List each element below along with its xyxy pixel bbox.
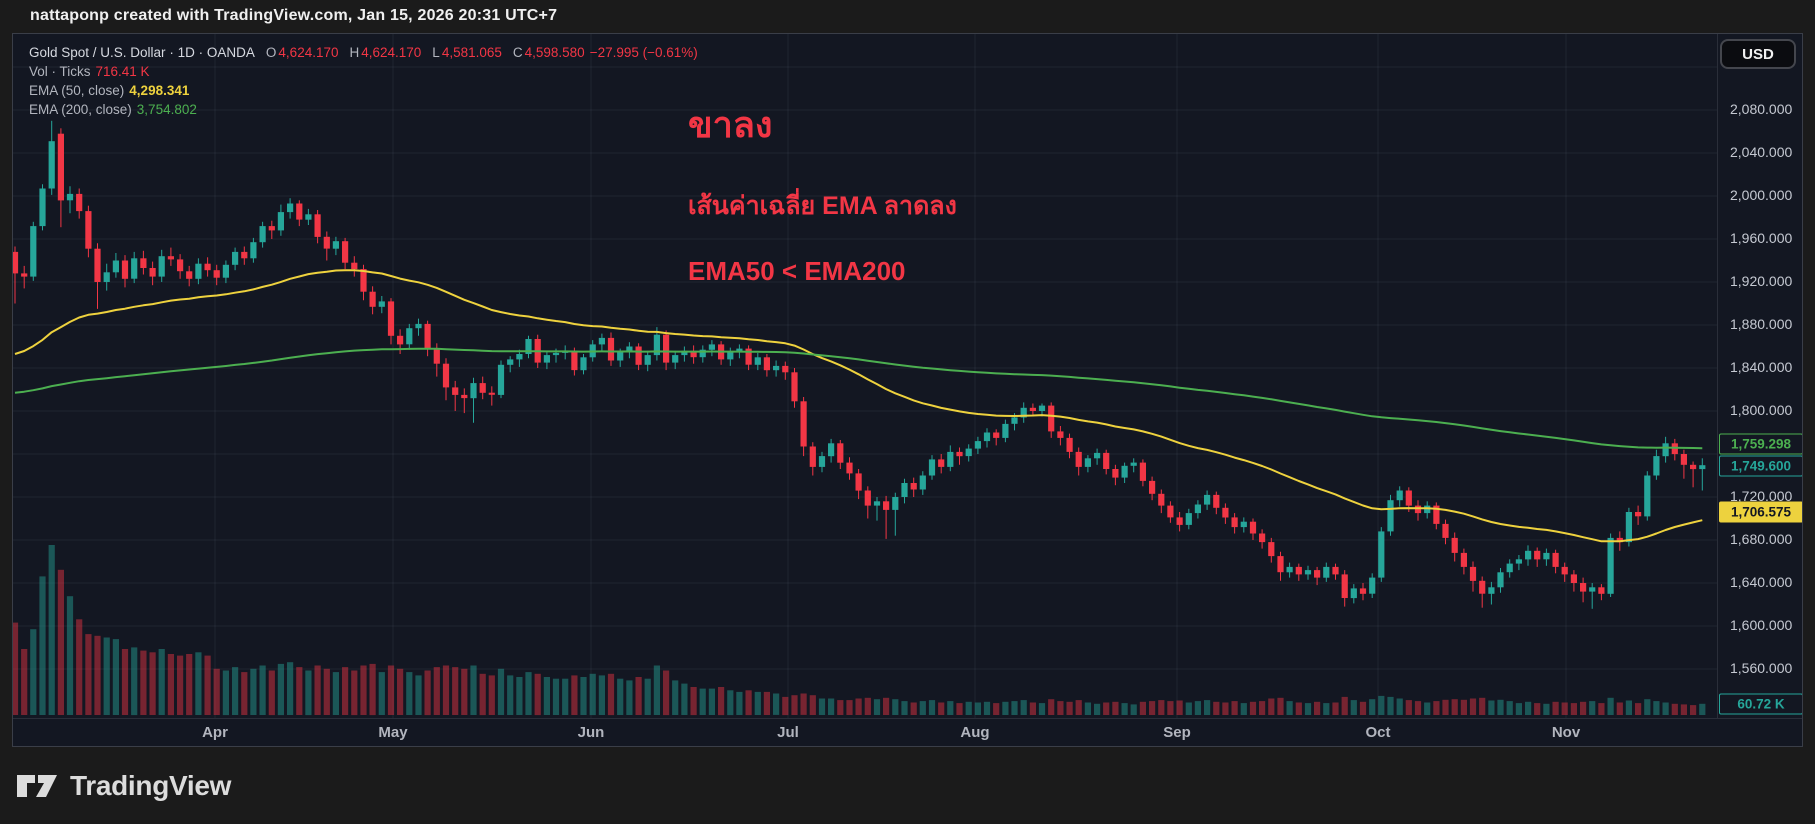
time-axis-label-jul: Jul	[777, 724, 799, 741]
price-chart-canvas[interactable]	[13, 34, 1802, 746]
ohlc-low: L 4,581.065	[432, 45, 502, 60]
price-axis-label: 1,720.000	[1730, 488, 1793, 504]
price-axis-label: 1,840.000	[1730, 359, 1793, 375]
price-axis-label: 2,040.000	[1730, 144, 1793, 160]
time-axis-label-oct: Oct	[1365, 724, 1391, 741]
price-axis-label: 2,080.000	[1730, 101, 1793, 117]
ema50-price-tag: 1,706.575	[1719, 501, 1802, 523]
time-axis-label-aug: Aug	[960, 724, 990, 741]
ohlc-open: O 4,624.170	[265, 45, 339, 60]
time-axis-label-nov: Nov	[1551, 724, 1581, 741]
tradingview-logo[interactable]: TradingView	[16, 770, 231, 802]
time-axis-label-jun: Jun	[577, 724, 605, 741]
chart-area[interactable]: 2,080.000 2,040.000 2,000.000 1,960.000 1,92…	[13, 34, 1802, 746]
legend-ema50-row[interactable]: EMA (50, close) 4,298.341	[29, 81, 698, 100]
legend-symbol-row[interactable]: Gold Spot / U.S. Dollar · 1D · OANDA O 4,…	[29, 43, 698, 62]
time-axis-label-may: May	[378, 724, 408, 741]
price-axis-label: 1,800.000	[1730, 402, 1793, 418]
ema50-value: 4,298.341	[129, 83, 190, 98]
time-axis-border	[13, 718, 1802, 719]
tradingview-logo-icon	[17, 775, 57, 797]
price-axis-label: 1,880.000	[1730, 316, 1793, 332]
last-price-tag: 1,749.600	[1719, 455, 1802, 477]
symbol-title: Gold Spot / U.S. Dollar · 1D · OANDA	[29, 45, 255, 60]
chart-legend: Gold Spot / U.S. Dollar · 1D · OANDA O 4,…	[29, 43, 698, 119]
ema200-value: 3,754.802	[136, 102, 197, 117]
text-drawing-3[interactable]: EMA50 < EMA200	[688, 256, 906, 286]
time-axis-label-sep: Sep	[1163, 724, 1191, 741]
ohlc-close: C 4,598.580	[512, 45, 585, 60]
change-value: −27.995 (−0.61%)	[589, 45, 698, 60]
attribution-text: nattaponp created with TradingView.com, …	[30, 7, 558, 24]
price-axis-label: 2,000.000	[1730, 187, 1793, 203]
timeframe-label: 1D	[177, 45, 195, 60]
ema50-label: EMA (50, close)	[29, 83, 125, 98]
exchange-label: OANDA	[206, 45, 255, 60]
legend-volume-row[interactable]: Vol · Ticks 716.41 K	[29, 62, 698, 81]
ohlc-high: H 4,624.170	[349, 45, 422, 60]
currency-toggle-button[interactable]: USD	[1720, 39, 1796, 69]
legend-ema200-row[interactable]: EMA (200, close) 3,754.802	[29, 100, 698, 119]
price-axis-label: 1,600.000	[1730, 617, 1793, 633]
price-axis-label: 1,560.000	[1730, 660, 1793, 676]
volume-label: Vol · Ticks	[29, 64, 91, 79]
price-axis-label: 1,920.000	[1730, 273, 1793, 289]
price-axis-label: 1,960.000	[1730, 230, 1793, 246]
price-axis-border	[1717, 34, 1718, 718]
chart-panel: 2,080.000 2,040.000 2,000.000 1,960.000 1,92…	[12, 33, 1803, 747]
text-drawing-1[interactable]: ขาลง	[688, 104, 773, 145]
price-axis-label: 1,680.000	[1730, 531, 1793, 547]
volume-value: 716.41 K	[95, 64, 150, 79]
volume-tag: 60.72 K	[1719, 693, 1802, 715]
ema200-price-tag: 1,759.298	[1719, 433, 1802, 455]
price-axis-label: 1,640.000	[1730, 574, 1793, 590]
ema200-label: EMA (200, close)	[29, 102, 132, 117]
time-axis-label-apr: Apr	[202, 724, 228, 741]
text-drawing-2[interactable]: เส้นค่าเฉลี่ย EMA ลาดลง	[688, 192, 957, 220]
tradingview-logo-text: TradingView	[70, 770, 232, 801]
